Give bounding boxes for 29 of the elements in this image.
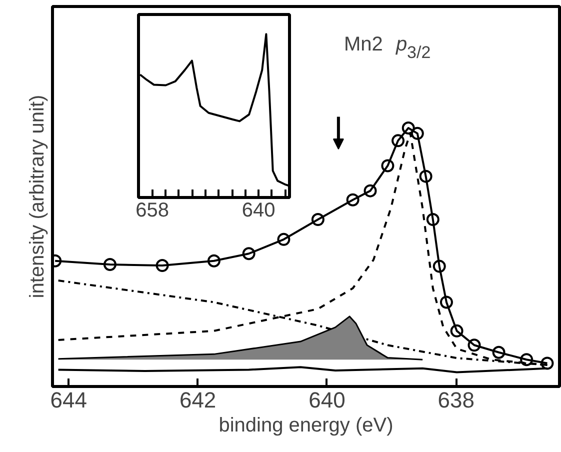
point xyxy=(468,338,481,352)
point xyxy=(156,259,169,272)
point xyxy=(364,184,377,198)
x-tick-label: 644 xyxy=(50,388,88,412)
point xyxy=(426,213,440,226)
x-tick-label: 640 xyxy=(242,200,276,222)
point xyxy=(392,134,405,148)
point xyxy=(432,260,446,273)
point xyxy=(207,254,220,268)
point xyxy=(520,353,534,366)
point xyxy=(450,324,464,338)
x-tick-label: 658 xyxy=(136,200,170,222)
x-tick-label: 640 xyxy=(308,388,346,412)
point xyxy=(346,193,360,206)
point xyxy=(540,356,554,370)
point xyxy=(381,159,394,172)
point xyxy=(103,258,116,271)
y-axis-title: intensity (arbitrary unit) xyxy=(26,94,48,298)
x-tick-label: 642 xyxy=(179,388,216,412)
point xyxy=(277,232,290,246)
point xyxy=(440,296,453,309)
point xyxy=(419,170,432,183)
point xyxy=(410,126,424,140)
x-tick-label: 638 xyxy=(438,388,475,412)
x-axis-title: binding energy (eV) xyxy=(218,414,394,436)
point xyxy=(242,247,256,260)
point xyxy=(492,346,506,359)
point xyxy=(402,122,415,134)
point xyxy=(311,213,324,226)
